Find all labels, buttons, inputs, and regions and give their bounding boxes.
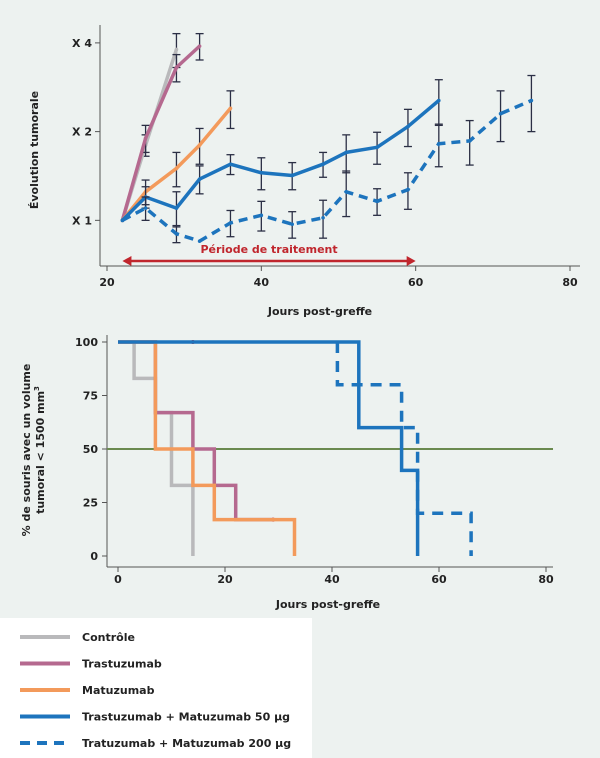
top-x-axis-title: Jours post-greffe xyxy=(267,305,372,318)
top-series-line xyxy=(120,44,201,221)
bottom-x-axis-title: Jours post-greffe xyxy=(275,598,380,611)
top-data-point xyxy=(406,124,410,129)
top-data-point xyxy=(498,111,503,116)
top-data-point xyxy=(375,145,379,150)
top-data-point xyxy=(120,218,125,223)
top-y-tick-label: X 1 xyxy=(72,214,92,227)
top-data-point xyxy=(375,199,379,204)
top-data-point xyxy=(529,98,534,103)
legend-label: Tratuzumab + Matuzumab 200 µg xyxy=(82,737,291,750)
top-data-point xyxy=(174,65,179,70)
treatment-period-arrow-head-right xyxy=(406,256,416,266)
bottom-series-step-line xyxy=(118,340,297,556)
top-y-tick-label: X 2 xyxy=(72,126,92,139)
top-data-point xyxy=(174,232,179,236)
top-data-point xyxy=(143,136,148,140)
bottom-y-tick-label: 25 xyxy=(83,497,98,510)
bottom-y-tick-label: 0 xyxy=(90,550,98,563)
top-data-point xyxy=(228,162,233,167)
bottom-y-axis-title-line2: tumoral < 1500 mm3 xyxy=(33,386,47,514)
legend-label: Trastuzumab xyxy=(82,658,162,671)
bottom-x-tick-label: 40 xyxy=(324,573,340,586)
top-data-point xyxy=(174,47,179,52)
top-data-point xyxy=(197,44,202,48)
bottom-y-tick-label: 100 xyxy=(75,336,98,349)
top-data-point xyxy=(406,187,410,192)
bottom-series-step-line xyxy=(335,342,473,556)
top-series-line xyxy=(121,98,533,243)
bottom-x-tick-label: 60 xyxy=(431,573,447,586)
legend-label: Trastuzumab + Matuzumab 50 µg xyxy=(82,711,290,724)
bottom-y-axis-title-line1: % de souris avec un volume xyxy=(20,364,33,537)
top-data-point xyxy=(290,173,295,178)
top-y-tick-label: X 4 xyxy=(72,37,92,50)
bottom-y-axis-title-sup: 3 xyxy=(33,386,41,391)
top-x-tick-label: 80 xyxy=(562,276,578,289)
top-y-axis-title: Évolution tumorale xyxy=(28,91,41,209)
top-data-point xyxy=(174,206,179,210)
bottom-y-tick-label: 75 xyxy=(83,390,98,403)
top-data-point xyxy=(143,206,148,210)
top-data-point xyxy=(197,177,202,181)
bottom-y-tick-label: 50 xyxy=(83,443,99,456)
top-data-point xyxy=(259,170,264,175)
top-data-point xyxy=(437,141,441,146)
tumor-evolution-chart: X 1 X 2 X 4 20 40 60 80 Période de traitement… xyxy=(28,25,580,318)
legend: Contrôle Trastuzumab Matuzumab Trastuzumab … xyxy=(0,618,312,758)
top-data-point xyxy=(321,162,325,167)
bottom-series-step-line xyxy=(118,340,274,522)
top-data-point xyxy=(290,222,295,227)
top-data-point xyxy=(259,213,264,218)
top-data-point xyxy=(467,139,472,143)
top-data-point xyxy=(228,106,233,111)
top-data-point xyxy=(174,166,179,171)
top-data-point xyxy=(437,98,441,103)
treatment-period-arrow-head-left xyxy=(122,256,132,266)
bottom-x-tick-label: 0 xyxy=(114,573,122,586)
top-data-point xyxy=(344,150,349,155)
treatment-period-label: Période de traitement xyxy=(200,243,337,256)
bottom-x-tick-label: 20 xyxy=(217,573,233,586)
top-data-point xyxy=(321,216,325,220)
bottom-x-tick-label: 80 xyxy=(538,573,554,586)
bottom-series-step-line xyxy=(118,340,420,556)
top-x-tick-label: 40 xyxy=(254,276,270,289)
survival-chart: 0 25 50 75 100 0 20 40 60 80 % de souris avec un… xyxy=(20,335,554,611)
top-series-line xyxy=(121,99,440,222)
top-data-point xyxy=(197,143,202,147)
top-data-point xyxy=(197,239,202,243)
top-data-point xyxy=(344,189,349,194)
top-data-point xyxy=(228,221,233,225)
legend-label: Contrôle xyxy=(82,631,135,644)
legend-label: Matuzumab xyxy=(82,684,155,697)
bottom-y-axis-title-line2-text: tumoral < 1500 mm xyxy=(34,391,47,514)
top-x-tick-label: 20 xyxy=(99,276,115,289)
top-x-tick-label: 60 xyxy=(408,276,424,289)
